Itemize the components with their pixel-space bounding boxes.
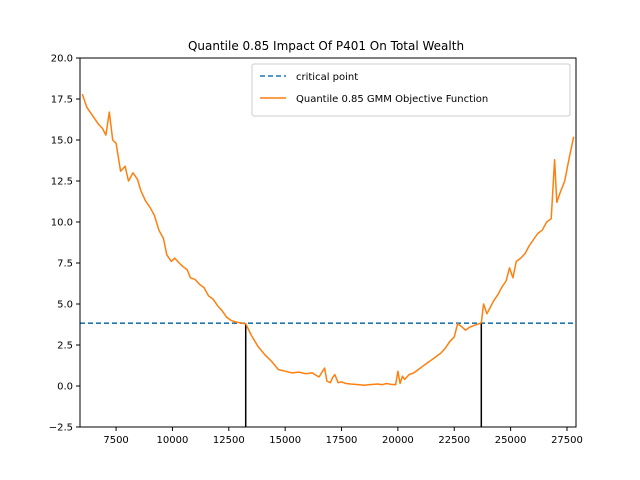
x-tick-label: 7500 [103,435,128,446]
y-tick-label: 7.5 [57,259,73,270]
y-tick-label: 12.5 [51,177,73,188]
y-tick-label: 5.0 [57,300,73,311]
axes: 7500 10000 12500 15000 17500 20000 22500 25000 2… [49,54,583,447]
y-tick-label: −2.5 [49,423,73,434]
chart-title: Quantile 0.85 Impact Of P401 On Total We… [188,39,464,53]
axes-frame [79,57,577,428]
series-objective-function [81,93,575,386]
y-tick-label: 10.0 [51,218,73,229]
y-tick-label: 17.5 [51,95,73,106]
plot-area [80,93,576,427]
legend-label-critical-point: critical point [296,72,358,83]
x-tick-label: 20000 [382,435,414,446]
x-tick-label: 17500 [326,435,358,446]
y-tick-label: 20.0 [51,54,73,65]
x-tick-label: 27500 [551,435,583,446]
legend-label-objective-function: Quantile 0.85 GMM Objective Function [296,94,488,105]
x-tick-label: 15000 [269,435,301,446]
x-tick-label: 10000 [157,435,189,446]
y-tick-label: 0.0 [57,382,73,393]
legend: critical point Quantile 0.85 GMM Objecti… [251,63,571,117]
y-tick-label: 2.5 [57,341,73,352]
x-tick-label: 12500 [213,435,245,446]
y-tick-label: 15.0 [51,136,73,147]
x-tick-label: 22500 [438,435,470,446]
x-tick-label: 25000 [495,435,527,446]
legend-box [251,63,571,117]
